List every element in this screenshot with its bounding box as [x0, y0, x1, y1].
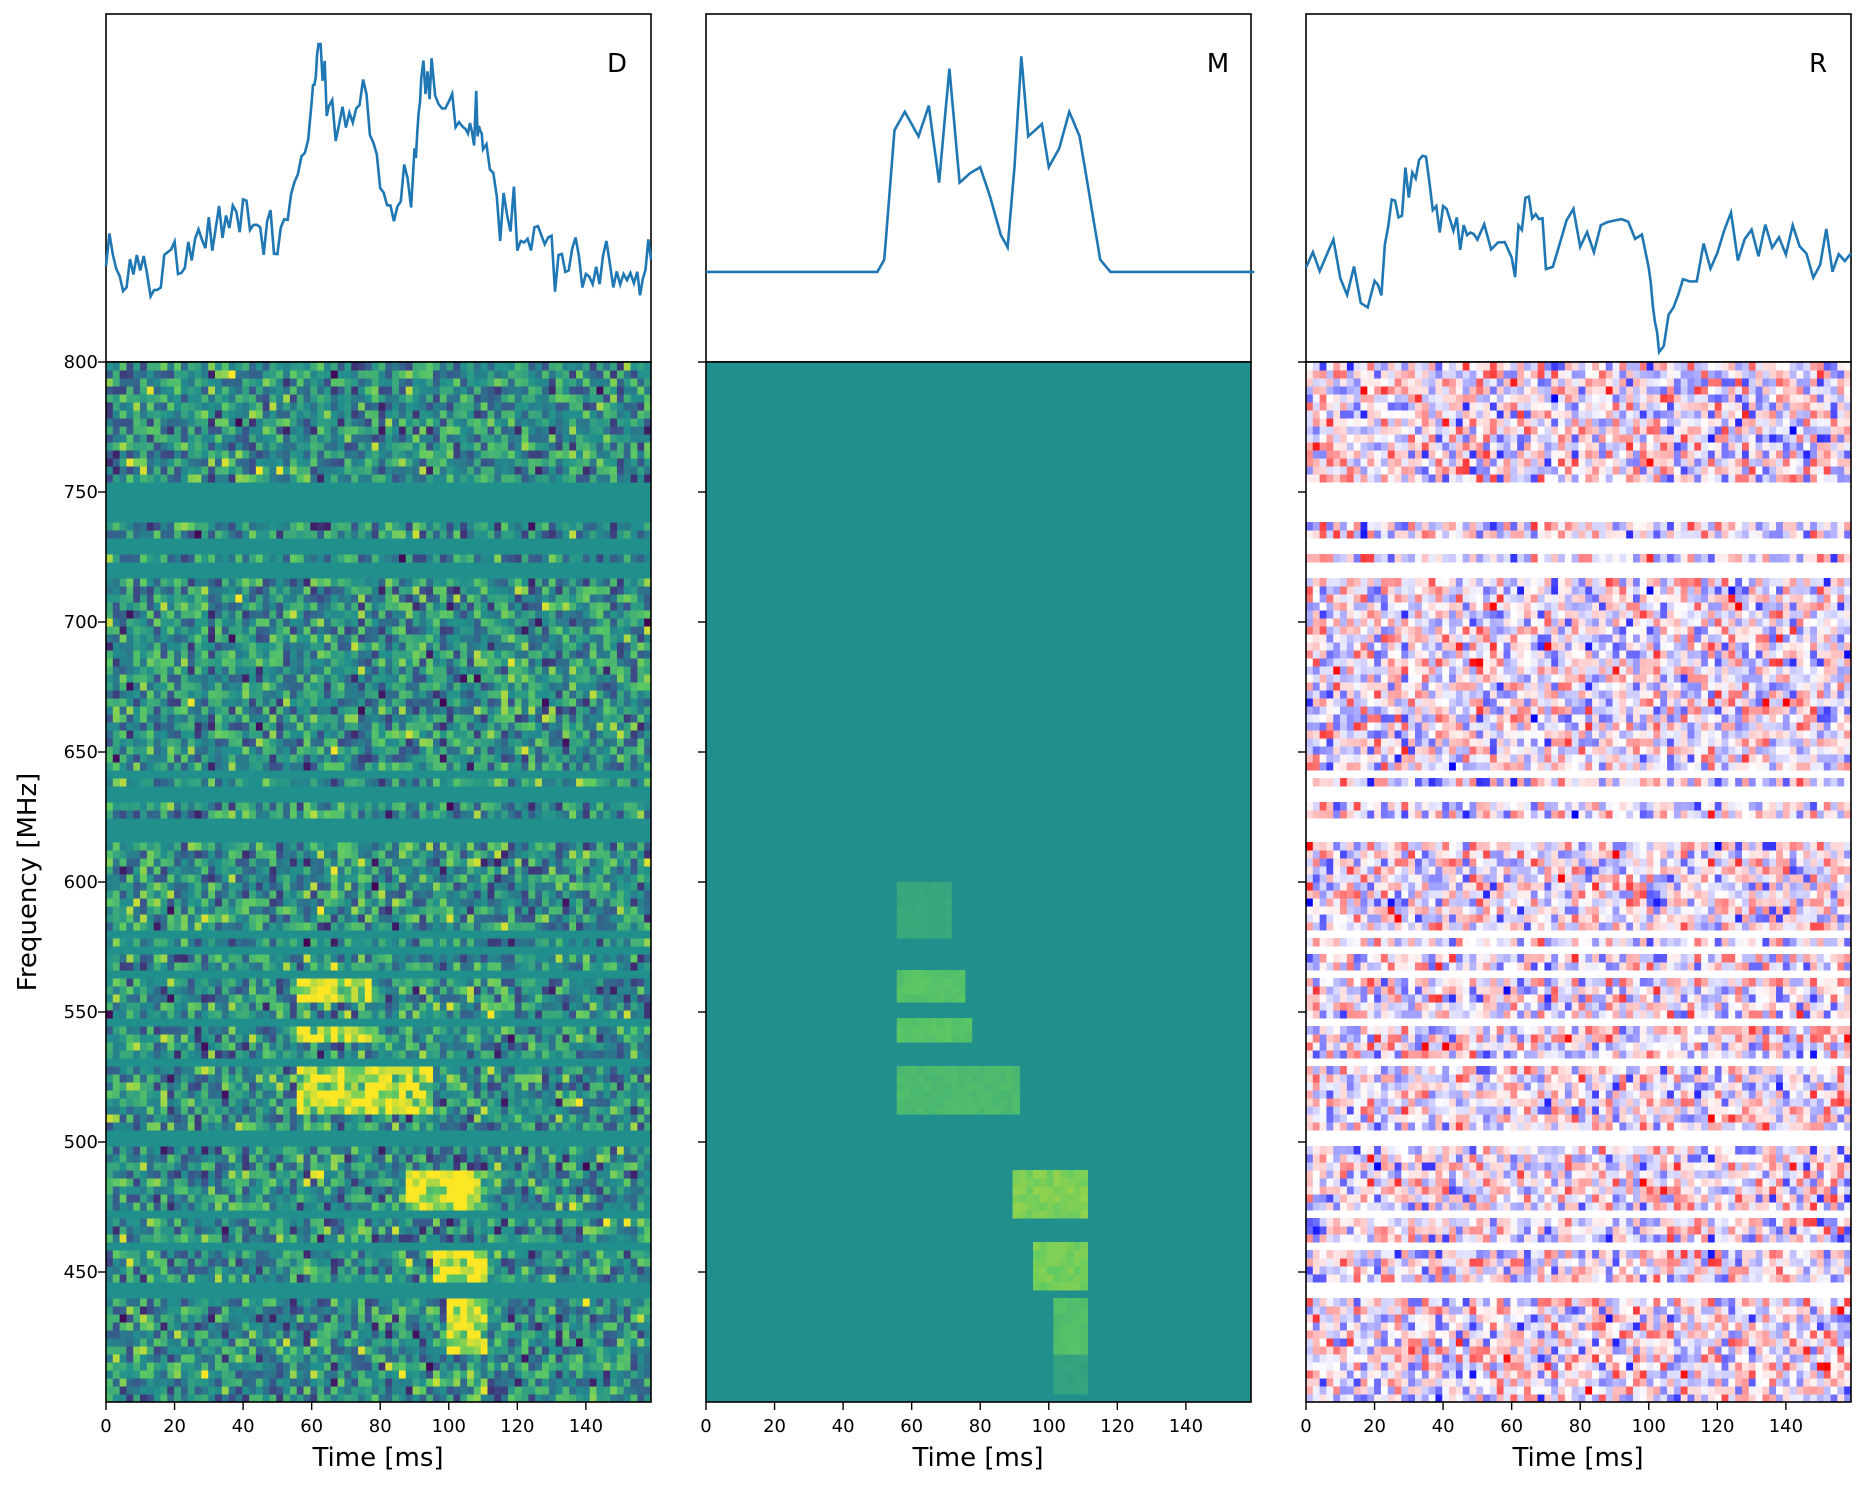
x-tick-label: 40: [832, 1416, 855, 1437]
y-tick-label: 700: [64, 612, 98, 633]
panel-d-profile-frame: [105, 13, 652, 363]
x-tick-label: 40: [232, 1416, 255, 1437]
y-tick-label: 750: [64, 482, 98, 503]
panel-d-profile-line: [104, 42, 653, 301]
y-tick-label: 600: [64, 872, 98, 893]
x-tick-label: 0: [1300, 1416, 1311, 1437]
x-tick-label: 40: [1432, 1416, 1455, 1437]
x-tick-label: 20: [1363, 1416, 1386, 1437]
x-tick-label: 60: [900, 1416, 923, 1437]
panel-m: M: [705, 13, 1255, 1403]
x-tick-label: 80: [969, 1416, 992, 1437]
panel-d-heatmap: [106, 362, 652, 1403]
x-tick-label: 20: [763, 1416, 786, 1437]
panel-m-heatmap: [706, 362, 1251, 1402]
x-tick-label: 60: [1500, 1416, 1523, 1437]
panel-d: D: [104, 13, 653, 1403]
axis-ticks: 0 20 40 60 80 100 120 140 0 20 40 60 80 100 120 140 0 20 4…: [64, 352, 1803, 1437]
x-axis-title-d: Time [ms]: [311, 1443, 443, 1473]
y-axis-title: Frequency [MHz]: [13, 773, 43, 992]
panel-r-profile-line: [1304, 154, 1853, 356]
x-tick-label: 120: [500, 1416, 534, 1437]
panel-r-label: R: [1809, 49, 1827, 79]
x-tick-label: 80: [369, 1416, 392, 1437]
x-axis-title-r: Time [ms]: [1511, 1443, 1643, 1473]
panel-m-profile-line: [706, 56, 1255, 274]
panel-r-profile-frame: [1305, 13, 1852, 363]
x-axis-title-m: Time [ms]: [911, 1443, 1043, 1473]
x-tick-label: 140: [569, 1416, 603, 1437]
panel-m-label: M: [1207, 49, 1229, 79]
y-tick-label: 650: [64, 742, 98, 763]
x-tick-label: 120: [1100, 1416, 1134, 1437]
x-tick-label: 60: [300, 1416, 323, 1437]
x-tick-label: 100: [1632, 1416, 1666, 1437]
panel-r: R: [1304, 13, 1853, 1403]
x-tick-label: 140: [1169, 1416, 1203, 1437]
x-tick-label: 0: [700, 1416, 711, 1437]
x-tick-label: 80: [1569, 1416, 1592, 1437]
y-tick-label: 800: [64, 352, 98, 373]
x-tick-label: 0: [100, 1416, 111, 1437]
x-tick-label: 20: [163, 1416, 186, 1437]
panel-d-label: D: [607, 49, 627, 79]
x-tick-label: 100: [432, 1416, 466, 1437]
y-tick-label: 500: [64, 1132, 98, 1153]
x-tick-label: 100: [1032, 1416, 1066, 1437]
y-tick-label: 450: [64, 1262, 98, 1283]
panel-r-heatmap: [1306, 362, 1852, 1403]
panel-m-profile-frame: [705, 13, 1252, 363]
x-tick-label: 140: [1769, 1416, 1803, 1437]
x-tick-label: 120: [1700, 1416, 1734, 1437]
y-tick-label: 550: [64, 1002, 98, 1023]
